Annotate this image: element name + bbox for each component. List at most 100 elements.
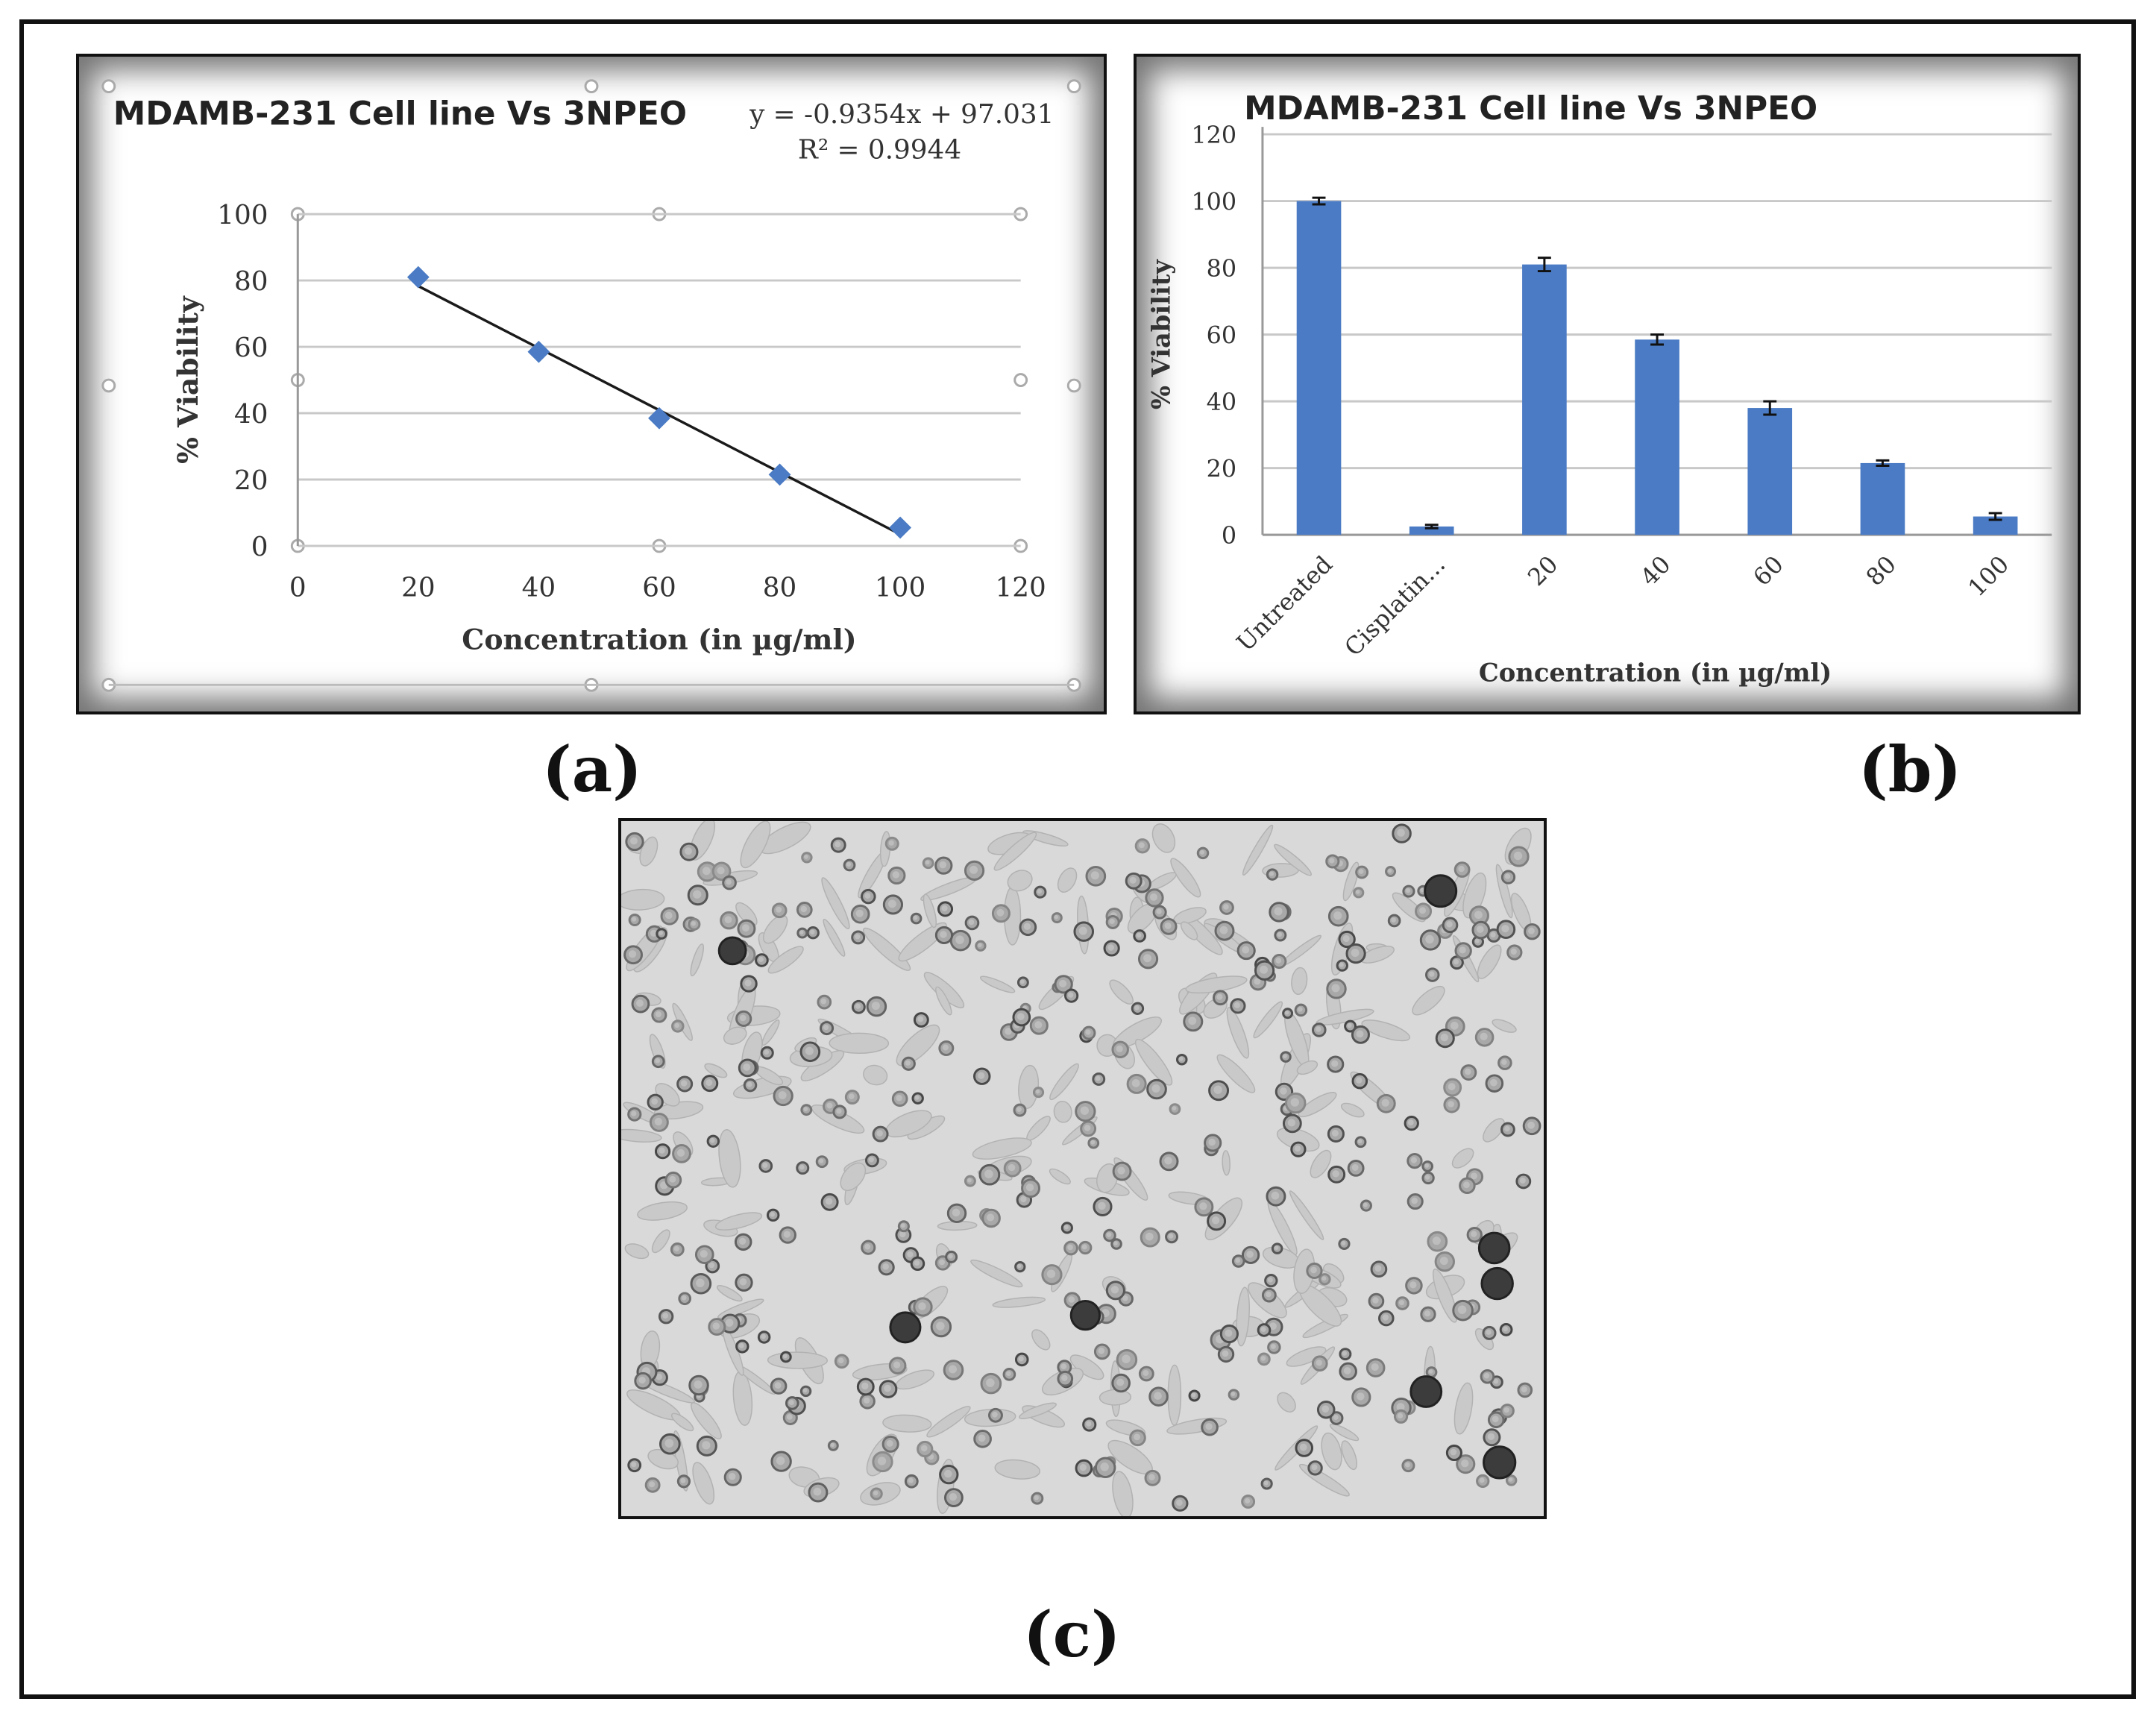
cell-nucleus [876, 1130, 883, 1137]
cell-nucleus [662, 1313, 669, 1319]
spread-cell [994, 1459, 1040, 1480]
cell-nucleus [1122, 1295, 1128, 1301]
cell-nucleus [1504, 873, 1511, 879]
cell-nucleus [1333, 1415, 1339, 1421]
spread-cell [1341, 1440, 1357, 1471]
spread-cell [1321, 1432, 1342, 1471]
spread-cell [1286, 1346, 1327, 1367]
cell-nucleus [724, 916, 732, 924]
x-tick-label: 40 [522, 572, 556, 603]
bar-chart-panel: MDAMB-231 Cell line Vs 3NPEO 0 20 40 60 80 100… [1134, 54, 2081, 714]
cell-nucleus [944, 1469, 952, 1478]
cell-nucleus [1086, 1421, 1092, 1427]
cell-nucleus [1283, 1054, 1287, 1058]
cell-nucleus [1016, 1107, 1022, 1112]
cell-nucleus [1474, 938, 1480, 943]
x-tick-label: 20 [1523, 551, 1563, 591]
cell-nucleus [804, 855, 808, 859]
cell-nucleus [809, 929, 815, 934]
cell-nucleus [1453, 959, 1459, 965]
y-tick-label: 80 [1207, 256, 1236, 283]
cell-nucleus [738, 1342, 744, 1348]
cell-nucleus [1382, 1314, 1389, 1321]
spread-cell [1361, 1019, 1410, 1042]
cell-nucleus [1331, 1129, 1339, 1137]
cell-nucleus [1476, 926, 1484, 933]
cell-nucleus [725, 1319, 734, 1327]
cell-nucleus [1439, 1257, 1448, 1266]
cell-nucleus [1471, 1172, 1478, 1180]
cell-nucleus [1316, 1360, 1322, 1366]
cell-nucleus [1271, 1191, 1280, 1200]
spread-cell [896, 1024, 940, 1066]
scatter-chart-panel: MDAMB-231 Cell line Vs 3NPEO y = -0.9354x… [76, 54, 1107, 714]
cell-nucleus [786, 1414, 793, 1420]
spread-cell [1216, 1054, 1256, 1093]
data-point [889, 516, 912, 539]
cell-nucleus [1084, 1125, 1091, 1131]
spread-cell [926, 1406, 971, 1438]
spread-cell [1222, 1150, 1231, 1176]
cell-nucleus [1222, 1350, 1229, 1357]
spread-cell [723, 1026, 747, 1045]
bar [1409, 526, 1454, 535]
cell-nucleus [978, 1072, 985, 1079]
spread-cell [821, 877, 850, 930]
cell-nucleus [1419, 907, 1427, 914]
spread-cell [621, 888, 665, 911]
cell-nucleus [1405, 887, 1411, 893]
cell-nucleus [669, 1175, 676, 1183]
cell-nucleus [925, 860, 930, 865]
cell-nucleus [1149, 893, 1158, 901]
cell-nucleus [992, 1411, 998, 1418]
cell-nucleus [783, 1231, 791, 1238]
cell-nucleus [1109, 918, 1115, 925]
cell-nucleus [728, 1472, 736, 1480]
cell-nucleus [1018, 1356, 1024, 1362]
cell-nucleus [1129, 876, 1137, 884]
spread-cell [1170, 858, 1201, 898]
bar [1635, 339, 1679, 535]
cell-nucleus [1440, 1034, 1448, 1042]
cell-nucleus [702, 867, 711, 876]
y-tick-label: 60 [1207, 323, 1236, 350]
spread-cell [1049, 1063, 1079, 1101]
cell-nucleus [774, 1382, 782, 1389]
cell-nucleus [1098, 1348, 1105, 1354]
spread-cell [1151, 823, 1176, 853]
spread-cell [1412, 985, 1445, 1016]
cell-nucleus [799, 1164, 805, 1170]
cell-nucleus [968, 919, 975, 926]
cell-nucleus [739, 1237, 747, 1245]
cell-nucleus [1363, 1202, 1368, 1207]
cell-nucleus [1480, 1032, 1488, 1040]
cell-nucleus [1081, 1244, 1087, 1250]
spread-cell [993, 832, 1037, 871]
panel-label-b: (b) [1858, 732, 1962, 806]
spread-cell [1019, 1402, 1057, 1419]
cell-nucleus [1503, 1407, 1509, 1413]
cell-nucleus [1341, 1240, 1346, 1245]
x-tick-label: 80 [1861, 551, 1902, 591]
cell-nucleus [893, 1361, 901, 1369]
cell-nucleus [739, 1014, 747, 1022]
cell-nucleus [900, 1223, 905, 1228]
cell-nucleus [1116, 1045, 1123, 1052]
cell-nucleus [1331, 1060, 1339, 1067]
cell-nucleus [693, 890, 702, 899]
cell-nucleus [1448, 1083, 1456, 1090]
cell-nucleus [739, 1278, 747, 1286]
x-tick-label: 60 [642, 572, 676, 603]
cell-nucleus [1277, 931, 1283, 937]
cell-nucleus [1331, 984, 1340, 993]
cell-nucleus [710, 1138, 715, 1143]
cell-nucleus [1035, 1089, 1040, 1094]
y-tick-label: 40 [234, 399, 268, 430]
cell-nucleus [1205, 1423, 1213, 1430]
cell-nucleus [1110, 1286, 1119, 1294]
cell-nucleus [1483, 1373, 1490, 1379]
cell-nucleus [1407, 1119, 1414, 1126]
cell-nucleus [676, 1149, 685, 1157]
selection-handle [1066, 79, 1081, 94]
cell-nucleus [1178, 1056, 1184, 1061]
